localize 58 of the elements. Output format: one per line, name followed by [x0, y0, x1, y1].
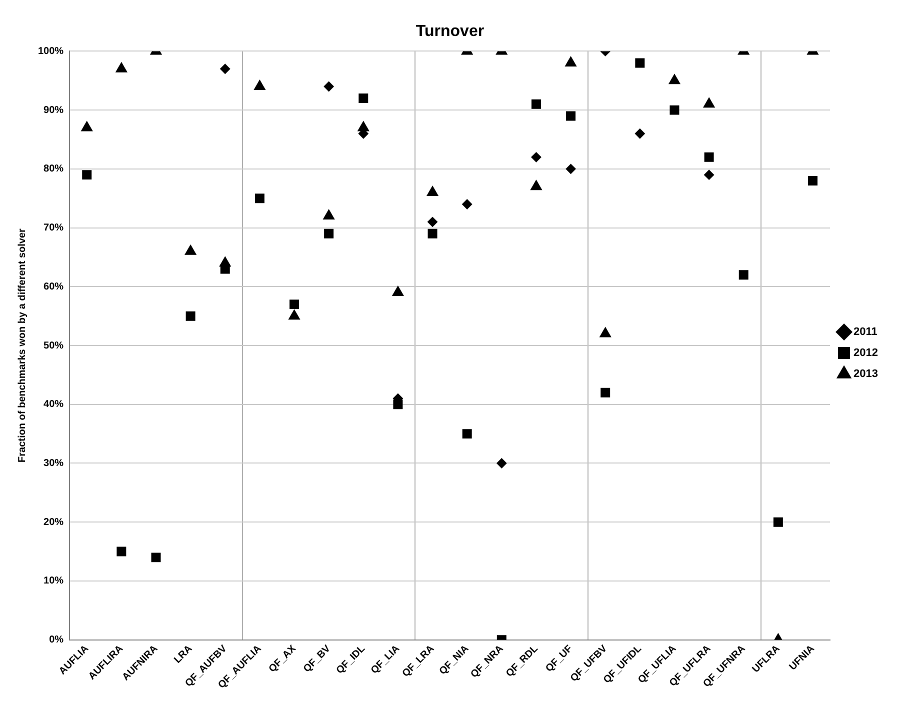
point	[254, 194, 264, 204]
point	[530, 180, 542, 190]
y-tick-label: 70%	[44, 222, 64, 234]
point	[600, 327, 612, 338]
point	[668, 74, 680, 84]
y-axis-title: Fraction of benchmarks won by a different solver	[16, 228, 28, 462]
y-tick-label: 90%	[44, 104, 64, 116]
y-tick-label: 50%	[44, 340, 64, 352]
point	[704, 152, 714, 162]
point	[323, 210, 335, 220]
point	[531, 152, 542, 162]
legend-label: 2013	[854, 368, 878, 380]
point	[81, 121, 93, 132]
point	[428, 216, 438, 227]
point	[635, 58, 645, 68]
point	[565, 56, 576, 66]
y-tick-label: 20%	[44, 516, 64, 528]
point	[808, 176, 818, 186]
point	[186, 311, 196, 321]
point	[566, 111, 576, 121]
legend-label: 2011	[854, 326, 878, 338]
point	[358, 94, 368, 104]
point	[184, 244, 196, 255]
point	[566, 164, 576, 174]
point	[462, 429, 472, 439]
point	[288, 310, 300, 320]
point	[220, 64, 230, 74]
y-tick-label: 40%	[44, 399, 64, 410]
point	[670, 105, 680, 115]
point	[773, 517, 783, 527]
chart-title: Turnover	[416, 23, 484, 40]
point	[254, 80, 266, 90]
point	[82, 170, 92, 180]
point	[116, 62, 128, 72]
point	[428, 228, 438, 238]
point	[704, 170, 714, 180]
point	[290, 300, 299, 310]
point	[531, 99, 541, 109]
point	[634, 128, 645, 139]
point	[738, 270, 748, 280]
point	[600, 388, 610, 398]
y-tick-label: 10%	[44, 576, 64, 587]
point	[220, 264, 230, 274]
y-tick-label: 100%	[38, 46, 64, 57]
point	[426, 186, 438, 196]
legend-label: 2012	[854, 347, 878, 360]
point	[496, 458, 507, 468]
point	[392, 286, 404, 296]
point	[324, 82, 334, 92]
y-tick-label: 80%	[44, 164, 64, 175]
point	[462, 199, 472, 210]
y-tick-label: 30%	[44, 458, 64, 469]
point	[324, 228, 334, 238]
point	[116, 546, 126, 556]
y-tick-label: 60%	[44, 281, 64, 292]
point	[703, 98, 715, 108]
point	[151, 552, 161, 562]
y-tick-label: 0%	[49, 634, 64, 646]
